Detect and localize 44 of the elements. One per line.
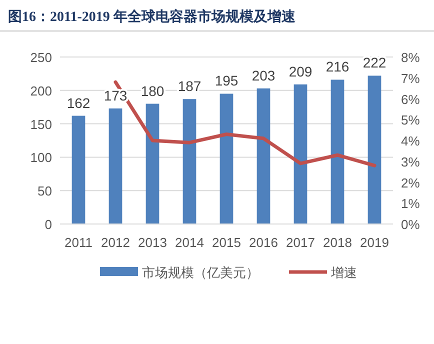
y2-tick-label: 0% [401, 217, 420, 232]
legend-label: 增速 [330, 265, 357, 280]
y-tick-label: 50 [38, 184, 52, 199]
y-tick-label: 250 [30, 50, 52, 65]
bar [146, 104, 160, 224]
y2-tick-label: 1% [401, 196, 420, 212]
data-label: 187 [178, 78, 202, 94]
y2-tick-label: 7% [401, 70, 420, 86]
x-tick-label: 2013 [138, 235, 167, 250]
data-label: 180 [140, 82, 164, 99]
y2-tick-label: 3% [401, 154, 420, 170]
data-label: 222 [362, 54, 386, 71]
bar [256, 88, 270, 224]
y-tick-label: 0 [44, 217, 52, 232]
y2-tick-label: 6% [401, 92, 420, 107]
bar [220, 94, 234, 224]
y2-tick-label: 4% [401, 134, 420, 148]
y-tick-label: 150 [30, 116, 52, 132]
x-tick-label: 2017 [286, 235, 315, 250]
chart-title: 图16：2011-2019 年全球电容器市场规模及增速 [8, 8, 296, 25]
data-label: 203 [252, 67, 276, 84]
x-tick-label: 2011 [64, 235, 92, 250]
bar [108, 108, 122, 224]
bar [182, 99, 196, 224]
legend-label: 市场规模（亿美元） [142, 265, 259, 280]
bar [368, 76, 382, 224]
x-tick-label: 2012 [101, 235, 130, 250]
y2-tick-label: 8% [401, 50, 420, 65]
bar [330, 80, 344, 224]
data-label: 162 [66, 94, 90, 111]
data-label: 216 [326, 58, 350, 75]
y2-tick-label: 2% [401, 175, 420, 190]
x-tick-label: 2019 [360, 235, 389, 250]
bar [294, 84, 308, 224]
data-label: 209 [288, 63, 312, 80]
y-tick-label: 100 [30, 150, 52, 166]
y-tick-label: 200 [30, 83, 52, 98]
data-label: 195 [214, 72, 238, 89]
x-tick-label: 2016 [249, 235, 278, 250]
bar [72, 116, 86, 224]
x-tick-label: 2018 [323, 235, 352, 250]
y2-tick-label: 5% [401, 112, 420, 128]
x-tick-label: 2015 [212, 235, 241, 250]
x-tick-label: 2014 [175, 235, 204, 250]
